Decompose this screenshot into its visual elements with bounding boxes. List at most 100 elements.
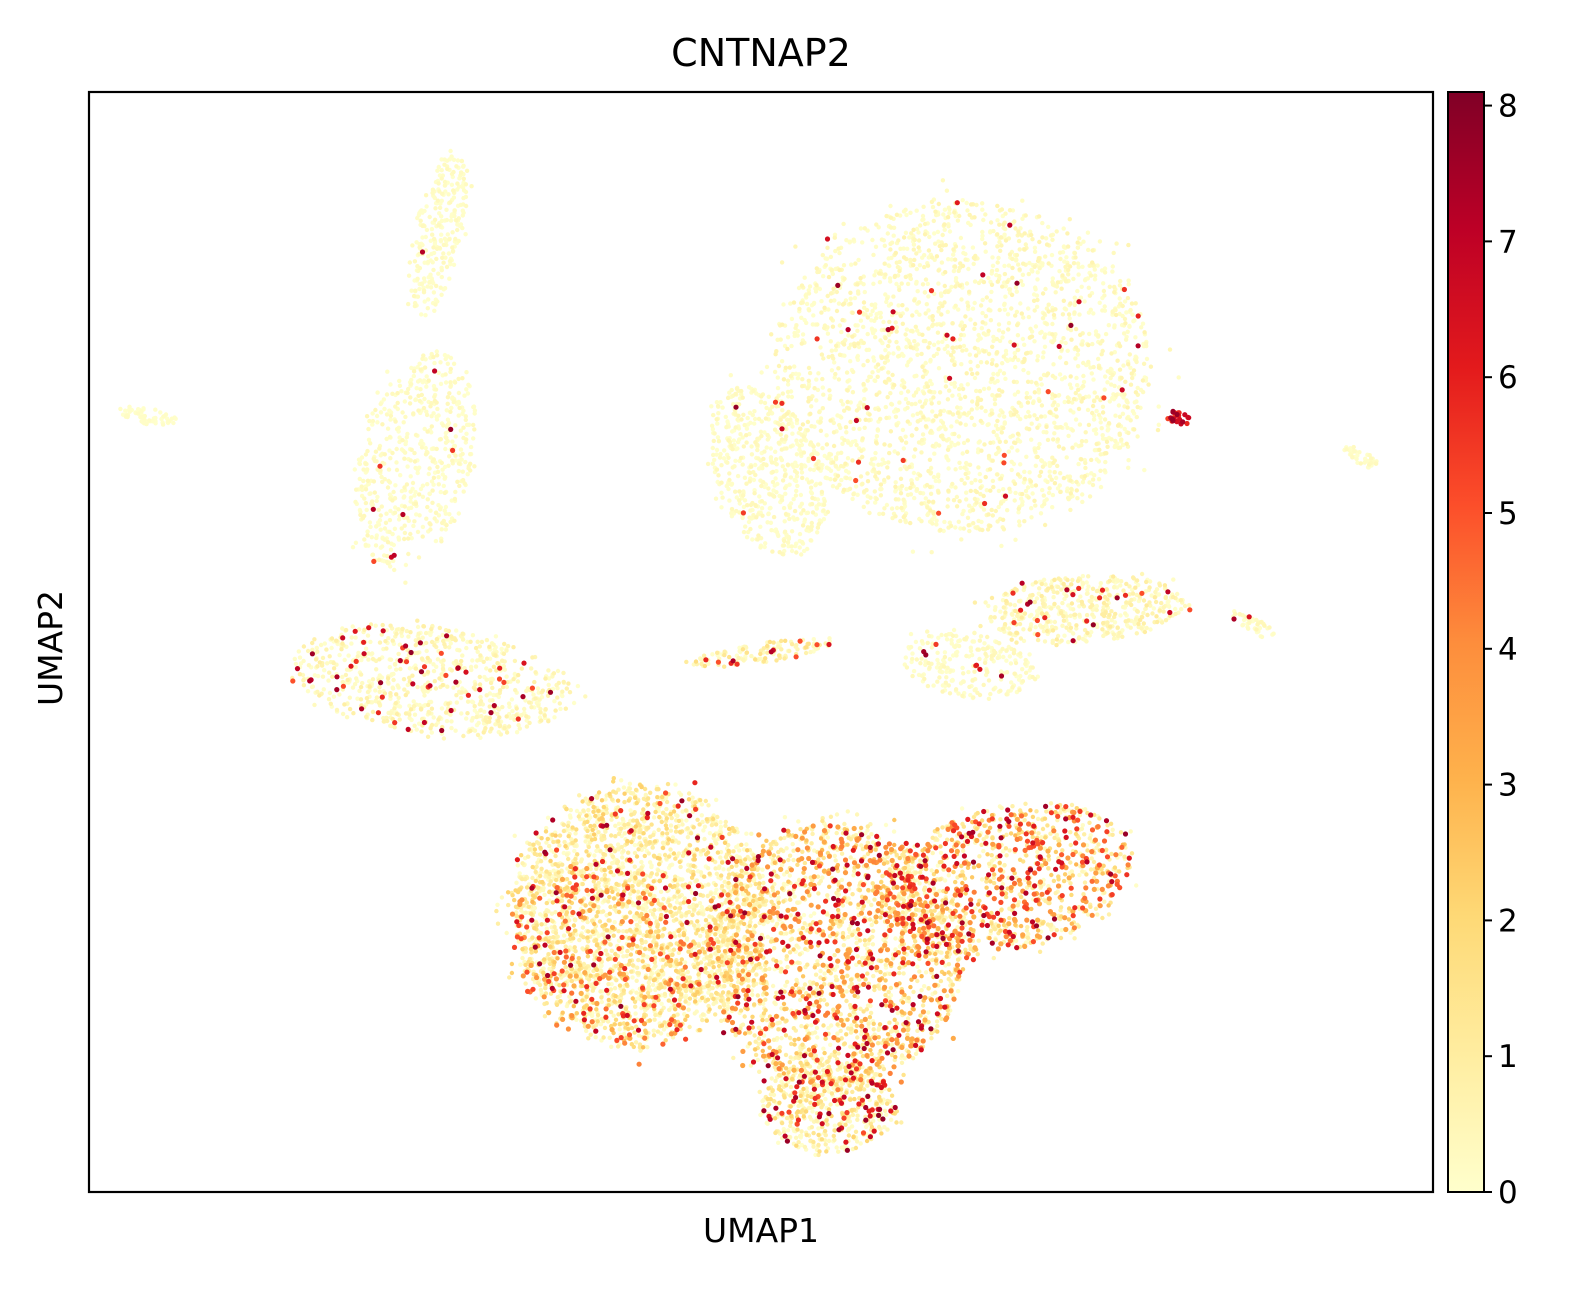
scatter-point: [956, 441, 961, 446]
scatter-point: [1246, 626, 1251, 631]
scatter-point: [633, 1011, 638, 1016]
scatter-point: [491, 642, 496, 647]
scatter-point: [459, 711, 464, 716]
scatter-point: [1064, 255, 1069, 260]
scatter-point: [1020, 336, 1026, 342]
scatter-point: [1139, 325, 1144, 330]
scatter-point: [733, 425, 738, 430]
scatter-point: [983, 212, 988, 217]
scatter-point: [1009, 445, 1014, 450]
scatter-point: [1090, 482, 1096, 488]
scatter-point: [1096, 412, 1102, 418]
scatter-point: [930, 409, 935, 414]
scatter-point: [806, 480, 812, 485]
scatter-point: [952, 442, 958, 448]
scatter-point: [1020, 282, 1025, 288]
scatter-point: [970, 639, 975, 644]
scatter-point: [823, 256, 828, 261]
scatter-point: [944, 454, 949, 459]
scatter-point: [726, 455, 731, 460]
scatter-point: [931, 683, 936, 688]
scatter-point: [434, 417, 440, 422]
scatter-point: [472, 464, 477, 469]
scatter-point: [472, 411, 477, 416]
scatter-point: [305, 689, 311, 694]
scatter-point: [463, 203, 469, 209]
scatter-point: [721, 867, 726, 872]
scatter-point: [1179, 606, 1184, 612]
scatter-point: [931, 342, 937, 347]
scatter-point: [839, 415, 844, 420]
scatter-point: [856, 257, 861, 263]
scatter-point: [953, 213, 958, 219]
scatter-point: [439, 274, 444, 280]
scatter-point: [873, 244, 879, 249]
scatter-point: [456, 390, 462, 396]
scatter-point: [561, 933, 567, 938]
scatter-point: [428, 285, 434, 290]
scatter-point: [943, 375, 948, 380]
scatter-point: [460, 653, 465, 658]
scatter-point: [1023, 670, 1029, 675]
scatter-point: [415, 365, 420, 370]
scatter-point: [761, 1103, 766, 1109]
scatter-point: [744, 535, 750, 540]
scatter-point: [1350, 455, 1355, 460]
scatter-point: [891, 294, 896, 299]
scatter-point: [961, 250, 966, 256]
scatter-point: [1130, 409, 1136, 414]
scatter-point: [728, 373, 733, 378]
scatter-point: [775, 375, 780, 380]
scatter-point: [455, 181, 460, 186]
scatter-point: [752, 416, 758, 422]
scatter-point: [799, 466, 804, 471]
scatter-point: [1000, 361, 1005, 366]
scatter-point: [970, 399, 975, 404]
scatter-point: [1040, 261, 1045, 266]
scatter-point: [853, 439, 858, 444]
scatter-point: [417, 286, 422, 292]
scatter-point: [814, 377, 819, 382]
scatter-point: [806, 308, 812, 313]
scatter-point: [712, 457, 717, 463]
scatter-point: [858, 226, 864, 231]
scatter-point: [1012, 498, 1017, 503]
scatter-point: [1166, 604, 1172, 609]
scatter-point: [888, 301, 894, 307]
scatter-point: [965, 208, 970, 213]
scatter-point: [906, 400, 911, 406]
scatter-point: [1351, 444, 1356, 450]
scatter-point: [808, 467, 813, 472]
scatter-point: [884, 502, 890, 508]
scatter-point: [415, 294, 421, 299]
scatter-point: [558, 706, 563, 712]
scatter-point: [829, 368, 835, 373]
scatter-point: [799, 552, 804, 557]
scatter-point: [799, 501, 805, 506]
scatter-point: [1123, 337, 1129, 342]
scatter-point: [889, 1042, 894, 1048]
scatter-point: [905, 405, 910, 410]
scatter-point: [983, 249, 988, 254]
scatter-point: [896, 303, 901, 308]
scatter-point: [790, 841, 795, 847]
scatter-point: [428, 238, 433, 243]
scatter-point: [344, 667, 350, 672]
scatter-point: [1032, 245, 1038, 250]
scatter-point: [447, 512, 452, 517]
scatter-point: [944, 675, 949, 680]
scatter-point: [792, 477, 797, 483]
scatter-point: [1086, 584, 1091, 589]
scatter-point: [920, 282, 926, 287]
scatter-point: [762, 400, 768, 406]
scatter-point: [936, 400, 942, 405]
scatter-point: [874, 312, 879, 317]
scatter-point: [463, 232, 468, 237]
scatter-point: [744, 426, 750, 431]
scatter-point: [1020, 198, 1025, 203]
scatter-point: [406, 301, 411, 307]
scatter-point: [407, 703, 412, 708]
scatter-point: [460, 225, 465, 231]
scatter-point: [386, 467, 392, 472]
scatter-point: [1062, 245, 1067, 250]
